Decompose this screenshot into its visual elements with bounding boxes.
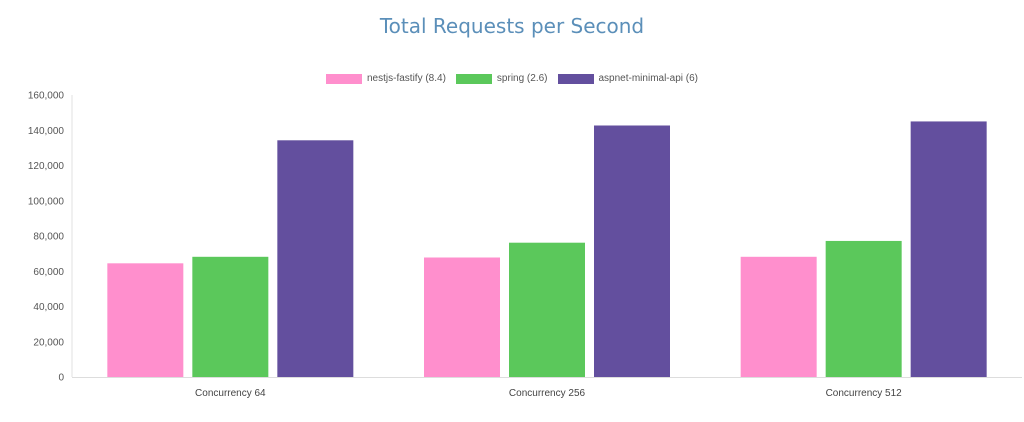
legend-item-1[interactable]: nestjs-fastify (8.4) (326, 73, 446, 84)
y-tick-label: 160,000 (28, 91, 65, 102)
legend-swatch (326, 73, 362, 84)
y-tick-label: 100,000 (28, 196, 65, 207)
bar-3-1 (277, 140, 354, 377)
legend-label: spring (2.6) (496, 73, 548, 84)
legend-label: aspnet-minimal-api (6) (598, 73, 698, 84)
y-tick-label: 140,000 (28, 126, 65, 137)
legend-item-2[interactable]: spring (2.6) (455, 73, 548, 84)
bar-3-2 (594, 125, 670, 378)
bar-1-3 (740, 256, 817, 377)
y-tick-label: 60,000 (33, 267, 64, 278)
x-category-label: Concurrency 512 (826, 388, 903, 399)
legend-swatch (455, 73, 492, 84)
y-tick-label: 40,000 (33, 302, 64, 313)
bar-3-3 (910, 121, 987, 377)
legend-swatch (557, 73, 594, 84)
x-category-label: Concurrency 64 (195, 388, 266, 399)
y-tick-label: 120,000 (28, 161, 65, 172)
bar-1-2 (424, 257, 500, 377)
chart-title: Total Requests per Second (379, 14, 645, 38)
legend-label: nestjs-fastify (8.4) (367, 73, 446, 84)
legend-item-3[interactable]: aspnet-minimal-api (6) (557, 73, 698, 84)
legend: nestjs-fastify (8.4) spring (2.6) aspnet-m… (0, 73, 1024, 84)
bar-2-1 (192, 256, 269, 377)
bar-2-2 (509, 242, 585, 377)
bar-1-1 (107, 263, 184, 377)
y-tick-label: 0 (58, 373, 64, 384)
x-category-label: Concurrency 256 (509, 388, 586, 399)
y-tick-label: 20,000 (33, 337, 64, 348)
bar-2-3 (825, 240, 902, 377)
y-tick-label: 80,000 (33, 232, 64, 243)
